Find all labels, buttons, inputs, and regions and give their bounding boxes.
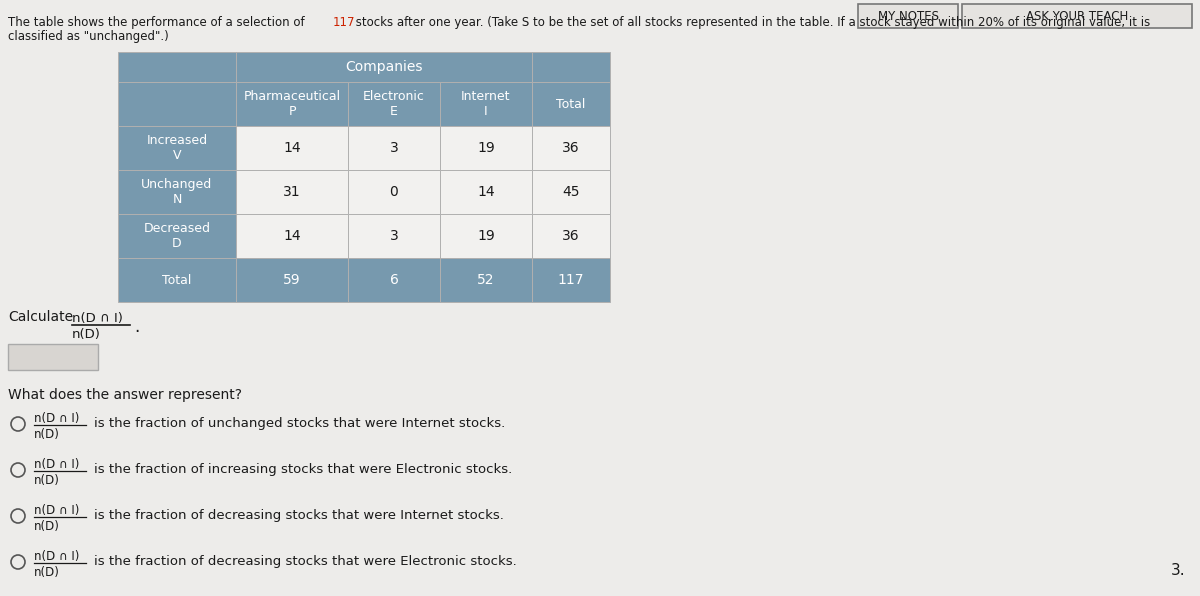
Text: Electronic
E: Electronic E — [364, 90, 425, 118]
Text: Increased
V: Increased V — [146, 134, 208, 162]
Text: 36: 36 — [562, 141, 580, 155]
Text: MY NOTES: MY NOTES — [877, 10, 938, 23]
Text: is the fraction of decreasing stocks that were Internet stocks.: is the fraction of decreasing stocks tha… — [94, 508, 504, 522]
Text: classified as "unchanged".): classified as "unchanged".) — [8, 30, 169, 43]
Text: is the fraction of decreasing stocks that were Electronic stocks.: is the fraction of decreasing stocks tha… — [94, 554, 517, 567]
Text: 52: 52 — [478, 273, 494, 287]
Bar — [532, 214, 610, 258]
Bar — [440, 82, 532, 126]
Bar — [440, 258, 532, 302]
Text: n(D ∩ I): n(D ∩ I) — [34, 550, 79, 563]
Text: n(D): n(D) — [34, 566, 60, 579]
Text: n(D ∩ I): n(D ∩ I) — [72, 312, 122, 325]
Text: n(D): n(D) — [34, 520, 60, 533]
Text: ASK YOUR TEACH: ASK YOUR TEACH — [1026, 10, 1128, 23]
Text: 0: 0 — [390, 185, 398, 199]
Bar — [440, 170, 532, 214]
Text: stocks after one year. (Take S to be the set of all stocks represented in the ta: stocks after one year. (Take S to be the… — [352, 16, 1151, 29]
Bar — [118, 52, 236, 82]
Text: .: . — [134, 318, 139, 336]
Bar — [532, 126, 610, 170]
Bar — [118, 170, 236, 214]
Text: n(D): n(D) — [34, 428, 60, 441]
Text: is the fraction of increasing stocks that were Electronic stocks.: is the fraction of increasing stocks tha… — [94, 462, 512, 476]
Text: 31: 31 — [283, 185, 301, 199]
Bar — [118, 258, 236, 302]
Text: What does the answer represent?: What does the answer represent? — [8, 388, 242, 402]
Text: n(D ∩ I): n(D ∩ I) — [34, 458, 79, 471]
Bar — [118, 214, 236, 258]
Text: Decreased
D: Decreased D — [144, 222, 210, 250]
Bar — [8, 344, 98, 370]
Bar — [348, 170, 440, 214]
Text: Total: Total — [162, 274, 192, 287]
Bar — [236, 258, 348, 302]
Bar — [348, 258, 440, 302]
Text: 3: 3 — [390, 141, 398, 155]
Text: 117: 117 — [334, 16, 355, 29]
Bar — [236, 126, 348, 170]
Text: 59: 59 — [283, 273, 301, 287]
Text: 36: 36 — [562, 229, 580, 243]
Text: 19: 19 — [478, 229, 494, 243]
Text: 19: 19 — [478, 141, 494, 155]
Text: Unchanged
N: Unchanged N — [142, 178, 212, 206]
Text: n(D ∩ I): n(D ∩ I) — [34, 504, 79, 517]
Bar — [236, 82, 348, 126]
Text: 14: 14 — [283, 141, 301, 155]
Text: 45: 45 — [563, 185, 580, 199]
Text: is the fraction of unchanged stocks that were Internet stocks.: is the fraction of unchanged stocks that… — [94, 417, 505, 430]
Text: n(D ∩ I): n(D ∩ I) — [34, 412, 79, 425]
Bar — [532, 52, 610, 82]
Bar — [236, 170, 348, 214]
Text: Pharmaceutical
P: Pharmaceutical P — [244, 90, 341, 118]
Bar — [118, 82, 236, 126]
Bar — [532, 170, 610, 214]
Bar — [858, 4, 958, 28]
Text: 14: 14 — [283, 229, 301, 243]
Text: Calculate: Calculate — [8, 310, 73, 324]
Text: n(D): n(D) — [34, 474, 60, 487]
Bar — [532, 258, 610, 302]
Bar — [532, 82, 610, 126]
Bar — [348, 126, 440, 170]
Bar — [348, 82, 440, 126]
Bar — [440, 214, 532, 258]
Text: 14: 14 — [478, 185, 494, 199]
Text: 3: 3 — [390, 229, 398, 243]
Bar — [440, 126, 532, 170]
Bar — [236, 52, 532, 82]
Bar — [118, 126, 236, 170]
Text: Internet
I: Internet I — [461, 90, 511, 118]
Text: The table shows the performance of a selection of: The table shows the performance of a sel… — [8, 16, 308, 29]
Bar — [962, 4, 1192, 28]
Text: 6: 6 — [390, 273, 398, 287]
Bar — [236, 214, 348, 258]
Text: Companies: Companies — [346, 60, 422, 74]
Bar — [348, 214, 440, 258]
Text: Total: Total — [557, 98, 586, 110]
Text: n(D): n(D) — [72, 328, 101, 341]
Text: 3.: 3. — [1170, 563, 1186, 578]
Text: 117: 117 — [558, 273, 584, 287]
